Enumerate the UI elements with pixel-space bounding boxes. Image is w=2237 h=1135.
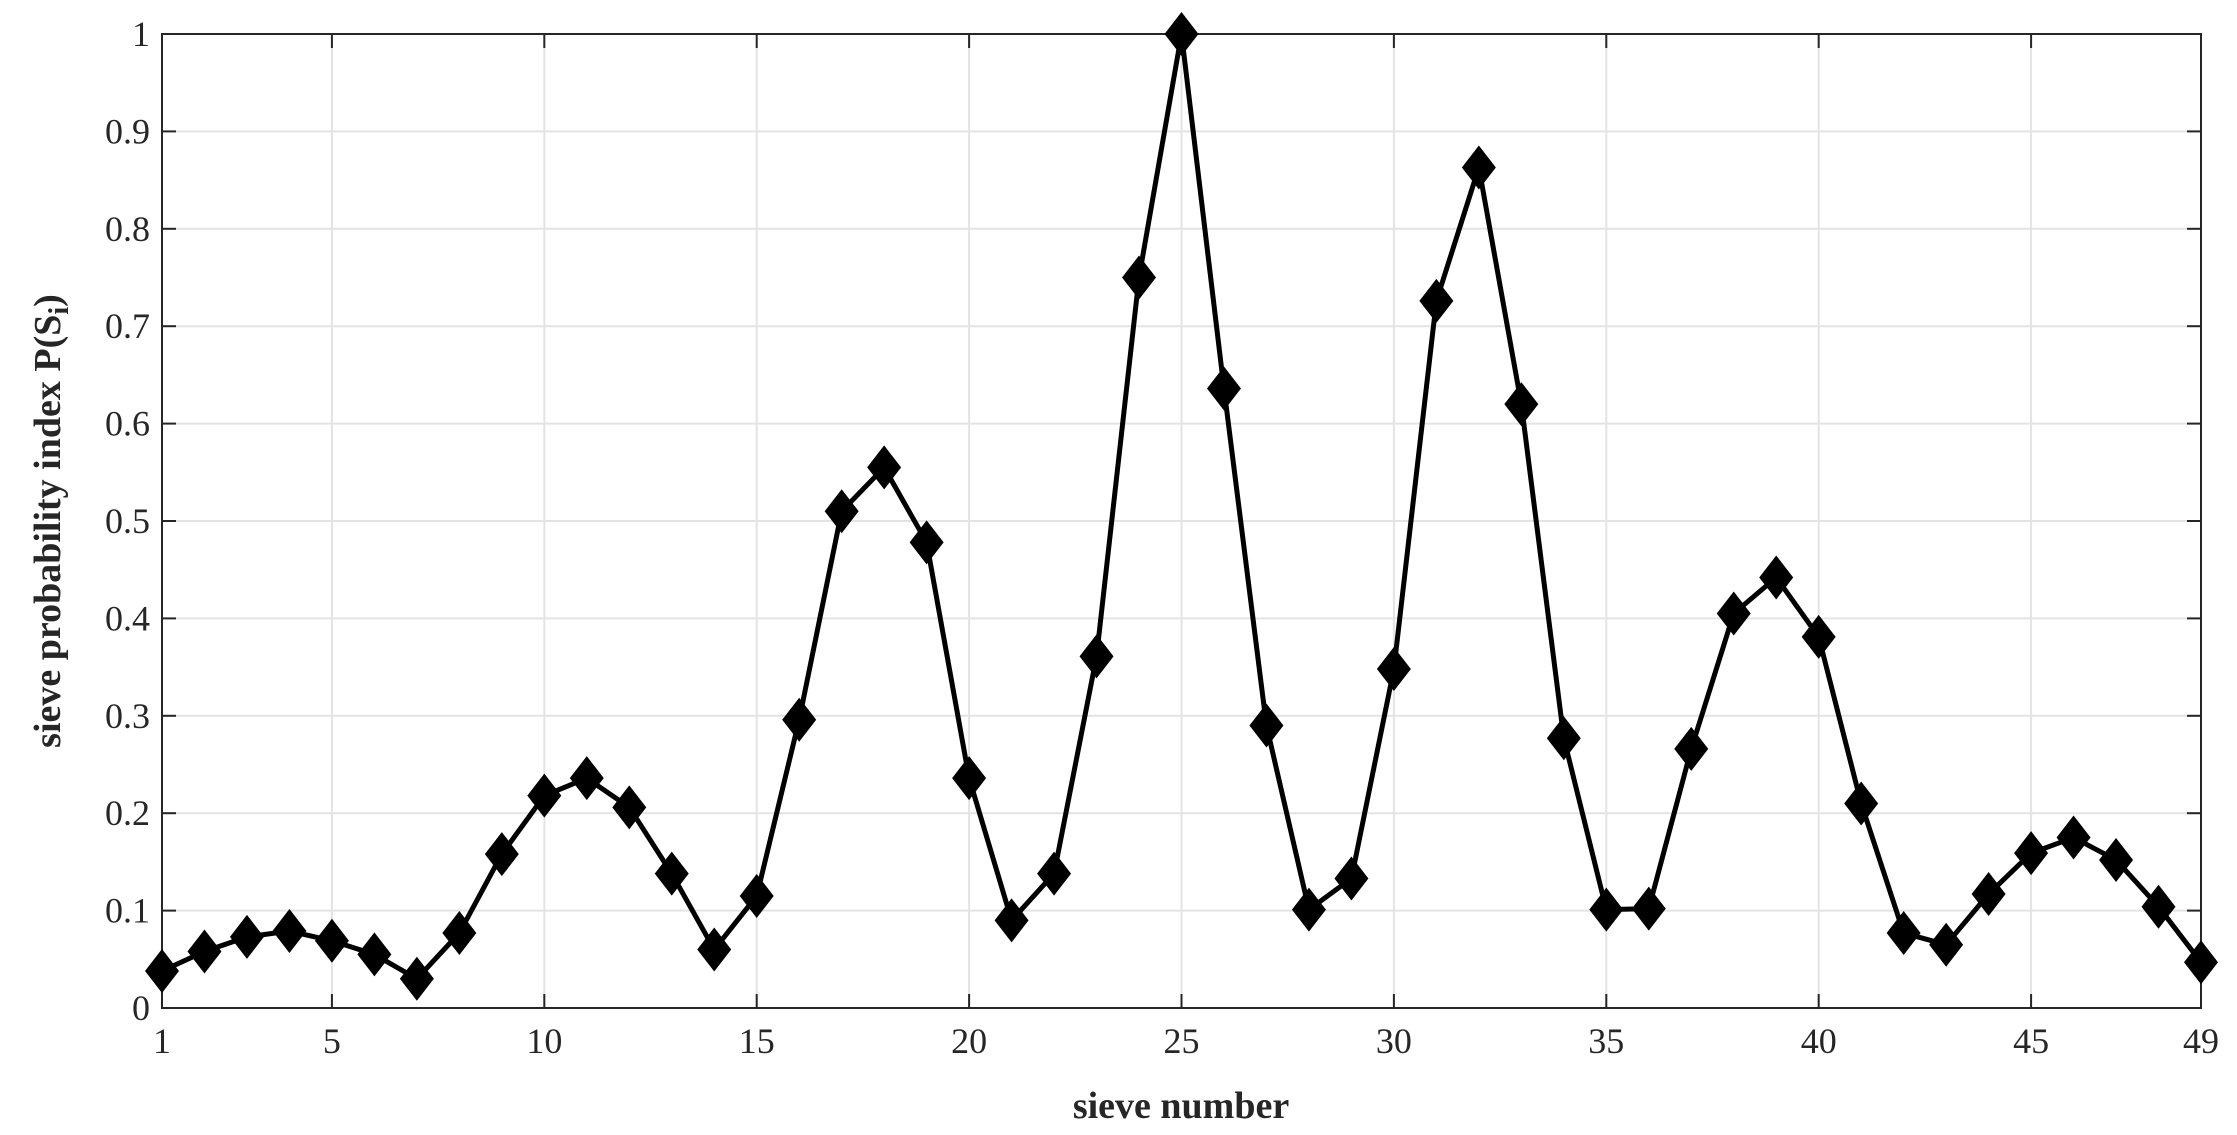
data-point-diamond xyxy=(994,898,1029,943)
tick-labels: 1 5 10 15 20 25 30 35 40 45 4900.10.20.30.40.50.60… xyxy=(105,14,2219,1061)
data-point-diamond xyxy=(1461,145,1496,190)
x-tick-label: 5 xyxy=(323,1021,341,1061)
data-point-diamond xyxy=(1249,703,1284,748)
data-point-diamond xyxy=(1122,255,1157,300)
y-tick-label: 0.4 xyxy=(105,598,150,638)
data-point-diamond xyxy=(2184,940,2218,985)
x-axis-label: sieve number xyxy=(1073,1085,1290,1127)
data-point-diamond xyxy=(697,927,732,972)
data-point-diamond xyxy=(612,785,647,830)
data-point-diamond xyxy=(2056,815,2091,860)
x-tick-label: 25 xyxy=(1164,1021,1200,1061)
y-tick-label: 0.9 xyxy=(105,111,150,151)
y-tick-label: 0.2 xyxy=(105,793,150,833)
data-point-diamond xyxy=(1716,591,1751,636)
data-point-diamond xyxy=(484,832,519,877)
grid xyxy=(161,33,2202,1009)
y-tick-label: 1 xyxy=(132,14,150,54)
data-point-diamond xyxy=(399,956,434,1001)
data-point-diamond xyxy=(314,918,349,963)
x-tick-label: 15 xyxy=(739,1021,775,1061)
data-point-diamond xyxy=(2014,831,2049,876)
data-point-diamond xyxy=(357,932,392,977)
y-tick-label: 0.5 xyxy=(105,501,150,541)
data-point-diamond xyxy=(1801,614,1836,659)
y-tick-label: 0 xyxy=(132,988,150,1028)
data-point-diamond xyxy=(187,929,222,974)
y-tick-label: 0.3 xyxy=(105,696,150,736)
x-tick-label: 20 xyxy=(951,1021,987,1061)
data-point-diamond xyxy=(1291,887,1326,932)
y-tick-label: 0.6 xyxy=(105,404,150,444)
data-point-diamond xyxy=(442,911,477,956)
data-point-diamond xyxy=(824,489,859,534)
y-tick-label: 0.8 xyxy=(105,209,150,249)
data-point-diamond xyxy=(527,773,562,818)
y-tick-label: 0.7 xyxy=(105,306,150,346)
data-point-diamond xyxy=(867,445,902,490)
data-point-diamond xyxy=(1164,12,1199,56)
data-point-diamond xyxy=(229,914,264,959)
data-point-diamond xyxy=(1674,726,1709,771)
data-point-diamond xyxy=(1334,856,1369,901)
data-point-diamond xyxy=(782,697,817,742)
x-tick-label: 45 xyxy=(2013,1021,2049,1061)
data-point-diamond xyxy=(569,756,604,801)
data-point-diamond xyxy=(1929,922,1964,967)
series xyxy=(145,12,2218,1001)
y-axis-label: sieve probability index P(Si) xyxy=(27,294,75,748)
data-point-diamond xyxy=(272,909,307,954)
x-tick-label: 40 xyxy=(1801,1021,1837,1061)
data-point-diamond xyxy=(1206,366,1241,411)
data-point-diamond xyxy=(145,948,179,993)
x-tick-label: 30 xyxy=(1376,1021,1412,1061)
x-tick-label: 10 xyxy=(526,1021,562,1061)
y-tick-label: 0.1 xyxy=(105,891,150,931)
data-point-diamond xyxy=(1546,716,1581,761)
data-point-diamond xyxy=(909,520,944,565)
data-point-diamond xyxy=(654,851,689,896)
data-point-diamond xyxy=(1759,555,1794,600)
data-point-diamond xyxy=(952,756,987,801)
data-point-diamond xyxy=(1037,851,1072,896)
data-point-diamond xyxy=(1589,887,1624,932)
data-point-diamond xyxy=(1971,872,2006,917)
data-point-diamond xyxy=(1419,278,1454,323)
data-point-diamond xyxy=(1504,382,1539,427)
data-point-diamond xyxy=(1886,911,1921,956)
data-point-diamond xyxy=(1844,781,1879,826)
data-point-diamond xyxy=(739,873,774,918)
data-point-diamond xyxy=(1376,647,1411,692)
data-point-diamond xyxy=(2141,884,2176,929)
data-point-diamond xyxy=(2099,837,2134,882)
x-tick-label: 1 xyxy=(153,1021,171,1061)
x-tick-label: 49 xyxy=(2183,1021,2219,1061)
data-point-diamond xyxy=(1631,886,1666,931)
data-point-diamond xyxy=(1079,634,1114,679)
x-tick-label: 35 xyxy=(1588,1021,1624,1061)
